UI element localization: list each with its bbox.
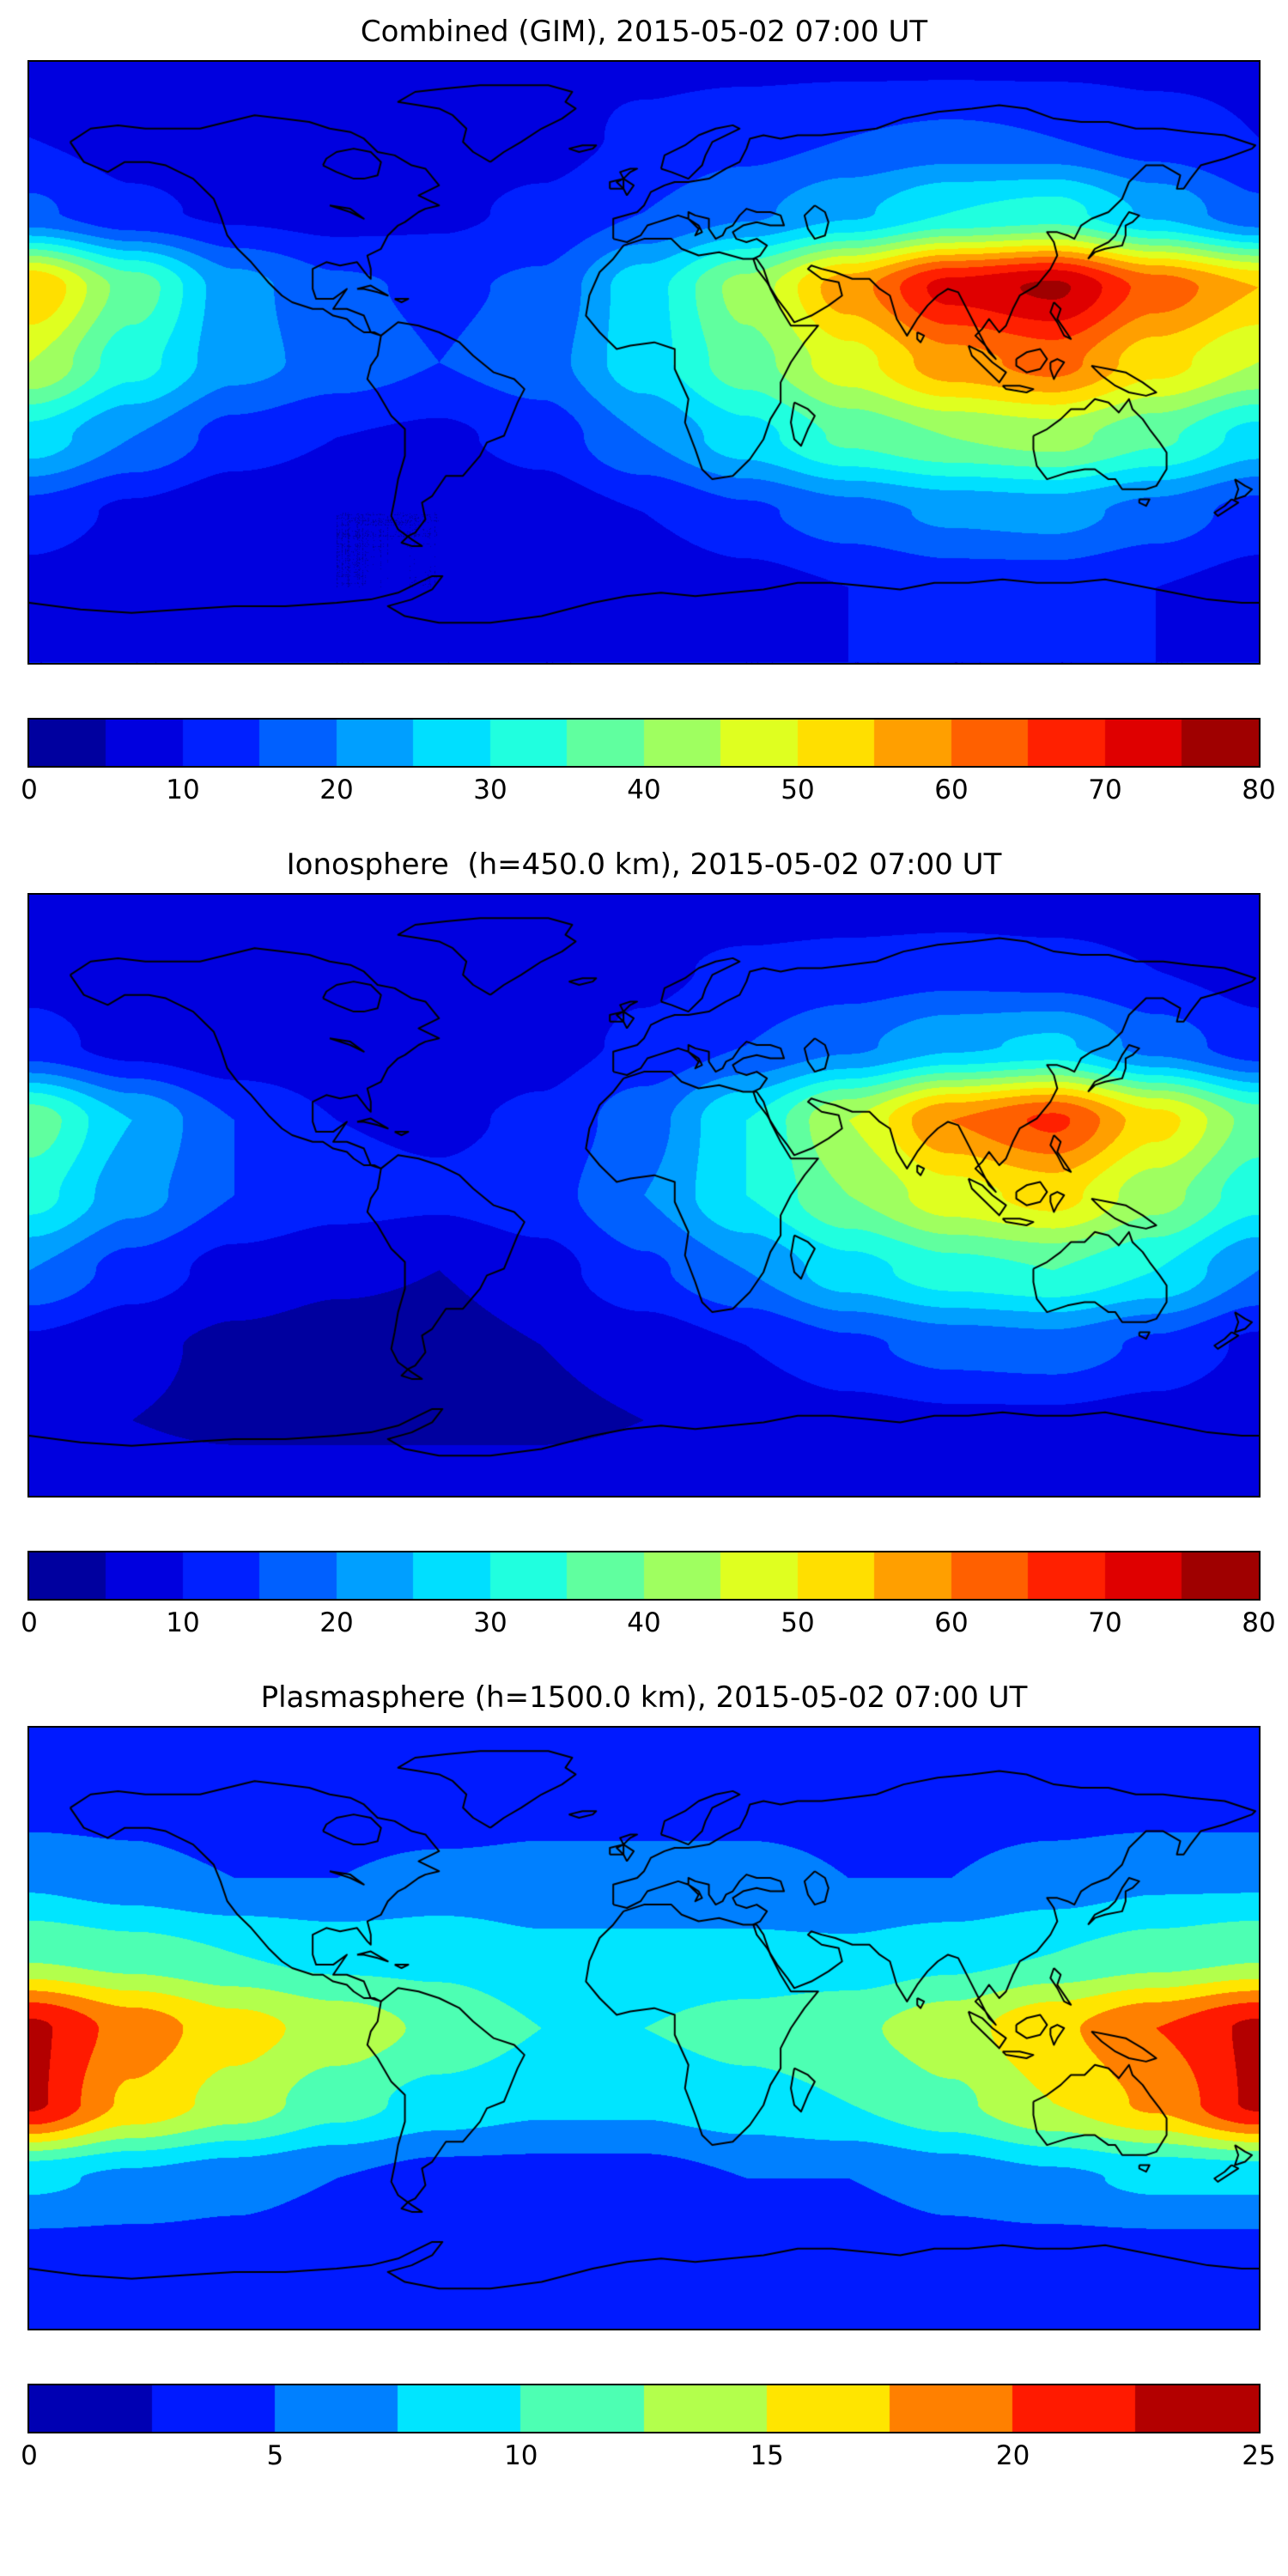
colorbar-tick-label: 20 — [995, 2440, 1030, 2471]
colorbar-tick-label: 30 — [473, 1607, 507, 1638]
colorbar-tick-label: 50 — [781, 1607, 815, 1638]
panel-title-combined: Combined (GIM), 2015-05-02 07:00 UT — [360, 15, 928, 49]
ionosphere-map-canvas — [27, 893, 1261, 1498]
plasmasphere-map-canvas — [27, 1726, 1261, 2330]
colorbar-tick-label: 20 — [319, 775, 354, 805]
ionosphere-colorbar: 0 10 20 30 40 50 60 70 80 — [21, 1551, 1276, 1647]
colorbar-tick-label: 0 — [21, 1607, 38, 1638]
colorbar-tick-label: 70 — [1088, 1607, 1122, 1638]
colorbar-tick-label: 30 — [473, 775, 507, 805]
colorbar-tick-label: 60 — [934, 1607, 969, 1638]
colorbar-tick-label: 70 — [1088, 775, 1122, 805]
plasmasphere-colorbar-ticks: 0 5 10 15 20 25 — [21, 2433, 1276, 2480]
colorbar-tick-label: 25 — [1242, 2440, 1276, 2471]
colorbar-tick-label: 50 — [781, 775, 815, 805]
combined-colorbar: 0 10 20 30 40 50 60 70 80 — [21, 718, 1276, 814]
colorbar-tick-label: 5 — [266, 2440, 284, 2471]
colorbar-tick-label: 15 — [750, 2440, 784, 2471]
colorbar-tick-label: 0 — [21, 775, 38, 805]
ionosphere-colorbar-canvas — [27, 1551, 1261, 1601]
ionosphere-colorbar-ticks: 0 10 20 30 40 50 60 70 80 — [21, 1601, 1276, 1647]
panel-plasmasphere: Plasmasphere (h=1500.0 km), 2015-05-02 0… — [21, 1680, 1276, 2480]
combined-colorbar-canvas — [27, 718, 1261, 768]
colorbar-tick-label: 10 — [166, 775, 200, 805]
colorbar-tick-label: 40 — [627, 775, 661, 805]
panel-title-ionosphere: Ionosphere (h=450.0 km), 2015-05-02 07:0… — [286, 848, 1002, 882]
panel-title-plasmasphere: Plasmasphere (h=1500.0 km), 2015-05-02 0… — [260, 1680, 1028, 1715]
colorbar-tick-label: 80 — [1242, 775, 1276, 805]
colorbar-tick-label: 10 — [504, 2440, 538, 2471]
colorbar-tick-label: 60 — [934, 775, 969, 805]
combined-colorbar-ticks: 0 10 20 30 40 50 60 70 80 — [21, 768, 1276, 814]
colorbar-tick-label: 0 — [21, 2440, 38, 2471]
colorbar-tick-label: 20 — [319, 1607, 354, 1638]
plasmasphere-colorbar: 0 5 10 15 20 25 — [21, 2384, 1276, 2480]
panel-ionosphere: Ionosphere (h=450.0 km), 2015-05-02 07:0… — [21, 847, 1276, 1647]
colorbar-tick-label: 40 — [627, 1607, 661, 1638]
colorbar-tick-label: 80 — [1242, 1607, 1276, 1638]
combined-gim-map-canvas — [27, 60, 1261, 665]
panel-combined-gim: Combined (GIM), 2015-05-02 07:00 UT 0 10 2… — [21, 14, 1276, 814]
plasmasphere-colorbar-canvas — [27, 2384, 1261, 2433]
colorbar-tick-label: 10 — [166, 1607, 200, 1638]
